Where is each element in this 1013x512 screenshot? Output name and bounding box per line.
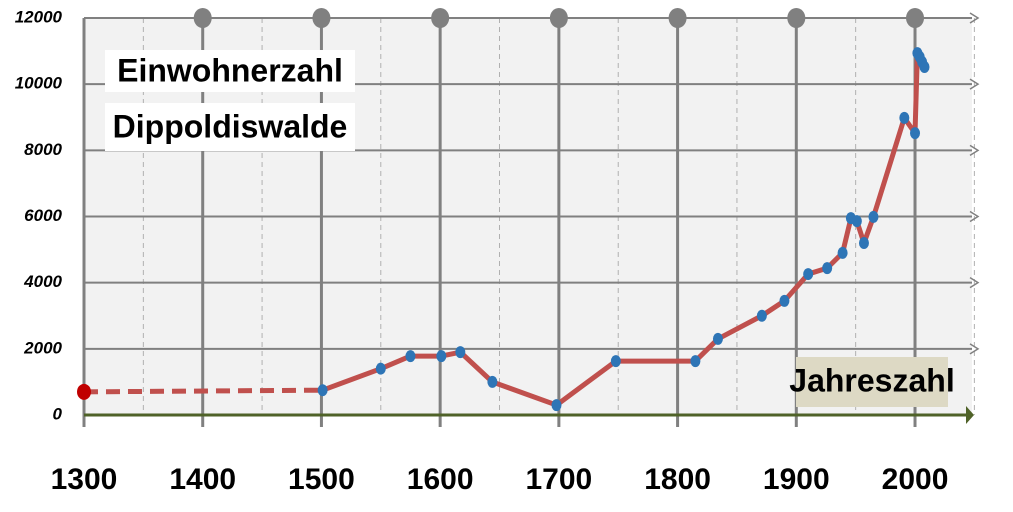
x-label-box (796, 357, 948, 407)
y-tick-label: 0 (53, 404, 63, 423)
data-point (436, 350, 447, 363)
y-tick-label: 2000 (23, 338, 62, 357)
data-point (690, 355, 701, 368)
data-point (851, 215, 862, 228)
data-point (858, 236, 869, 249)
grid-arrow (969, 12, 980, 24)
series-line (83, 387, 322, 395)
data-point (899, 111, 910, 124)
x-tick-label: 1700 (525, 463, 592, 496)
data-point (375, 362, 386, 375)
x-tick-label: 1400 (169, 463, 236, 496)
y-tick-label: 8000 (24, 140, 62, 159)
x-tick-label: 1500 (288, 463, 355, 496)
grid-cap (906, 8, 925, 28)
grid-cap (787, 8, 806, 28)
grid-arrow (969, 78, 980, 90)
title-box (105, 103, 355, 151)
x-tick-label: 1800 (644, 463, 711, 496)
y-tick-label: 10000 (15, 74, 63, 93)
title-box (105, 50, 355, 92)
data-point (803, 268, 814, 281)
x-axis-arrow (966, 406, 974, 424)
chart-title: Dippoldiswalde (113, 108, 348, 144)
data-point (919, 60, 930, 73)
x-tick-label: 1300 (51, 463, 118, 496)
grid-cap (193, 8, 212, 28)
data-point (712, 332, 723, 345)
y-tick-label: 4000 (23, 272, 62, 291)
data-point (487, 375, 498, 388)
data-point (756, 309, 767, 322)
data-point (455, 346, 466, 359)
grid-arrow (969, 144, 980, 156)
x-tick-label: 1900 (763, 463, 830, 496)
x-tick-label: 1600 (407, 463, 474, 496)
data-point (868, 210, 879, 223)
data-point (822, 262, 833, 275)
data-point (779, 294, 790, 307)
data-point (610, 355, 621, 368)
grid-arrow (969, 343, 980, 355)
data-point (405, 350, 416, 363)
x-axis-label: Jahreszahl (789, 362, 954, 398)
chart-title: Einwohnerzahl (117, 52, 343, 88)
grid-arrow (969, 210, 980, 223)
grid-cap (312, 8, 331, 28)
grid-cap (431, 8, 450, 28)
data-point (551, 399, 562, 412)
data-point (910, 127, 921, 140)
x-tick-label: 2000 (882, 463, 949, 496)
y-tick-label: 12000 (15, 7, 63, 26)
data-point (837, 246, 848, 259)
grid-cap (668, 8, 687, 28)
data-point (317, 384, 328, 397)
grid-cap (549, 8, 568, 28)
grid-arrow (969, 277, 980, 289)
data-point (77, 383, 91, 400)
y-tick-label: 6000 (24, 206, 62, 225)
